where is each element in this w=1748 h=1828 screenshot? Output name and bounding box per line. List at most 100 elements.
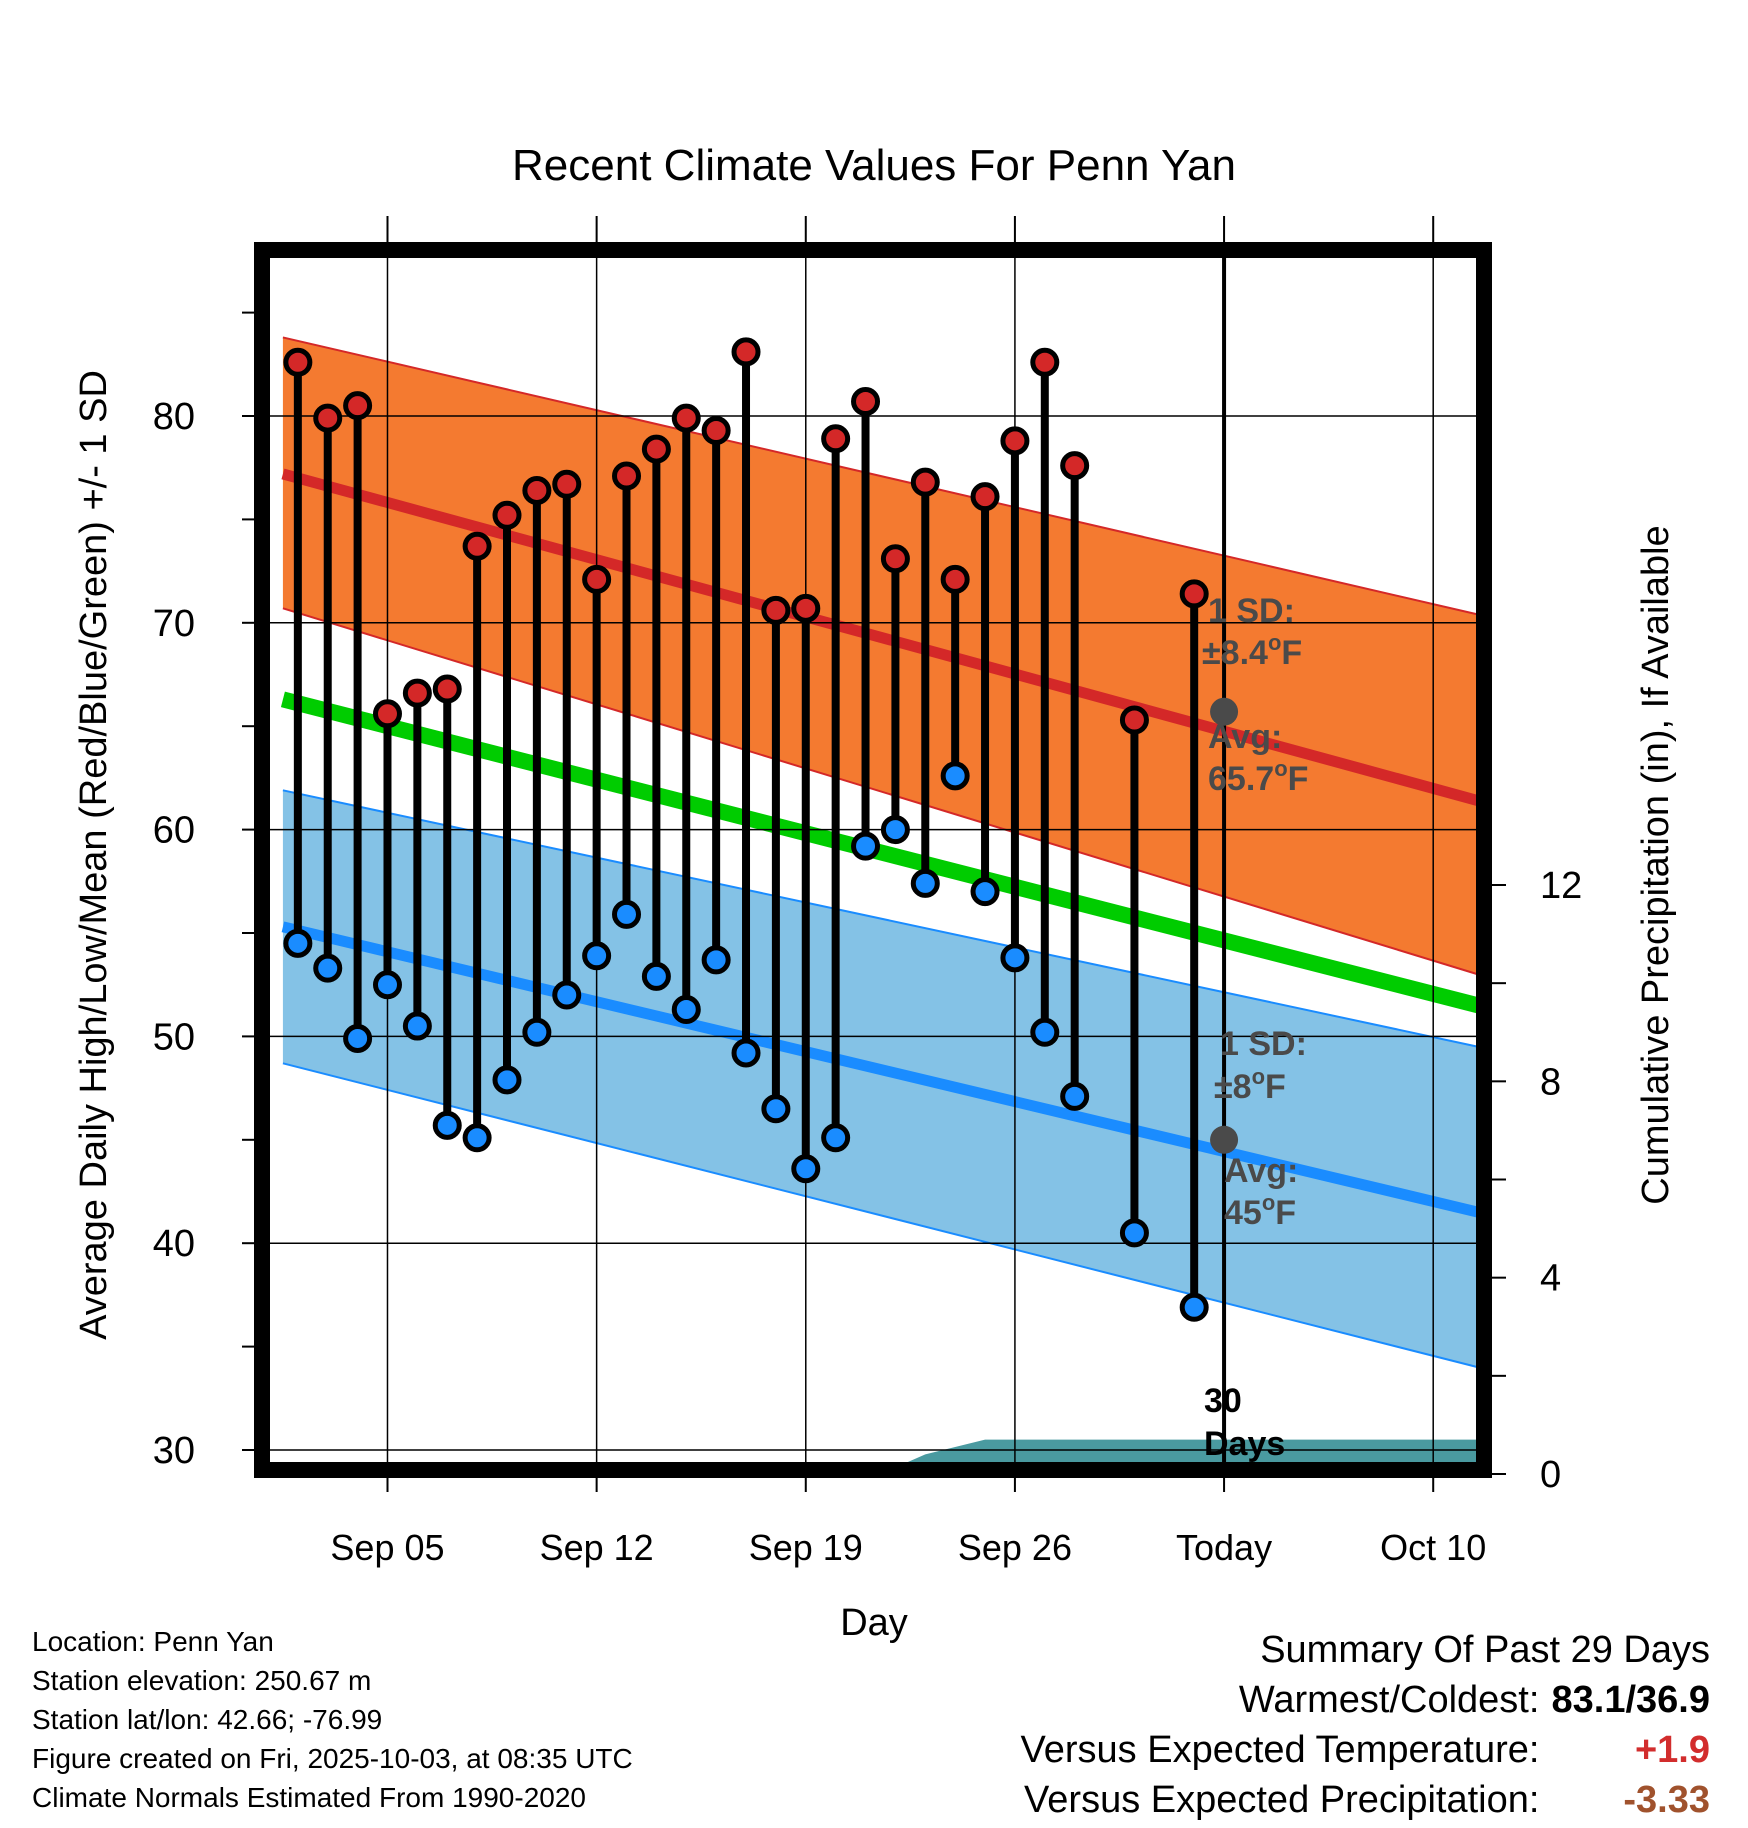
y-tick-label: 70 (153, 603, 195, 645)
low-point (970, 877, 1000, 907)
high-point (462, 531, 492, 561)
low-point (731, 1038, 761, 1068)
low-point (1060, 1081, 1090, 1111)
y2-axis-title: Cumulative Precipitation (in), If Availa… (1635, 525, 1677, 1204)
x-axis-title: Day (840, 1602, 908, 1644)
summary-temp: Versus Expected Temperature: +1.9 (1021, 1725, 1710, 1775)
low-point (791, 1154, 821, 1184)
low-sd-value: ±8oF (1214, 1064, 1286, 1106)
high-point (701, 415, 731, 445)
low-point (582, 941, 612, 971)
elevation-text: Station elevation: 250.67 m (32, 1665, 372, 1696)
y-axis-title: Average Daily High/Low/Mean (Red/Blue/Gr… (73, 370, 115, 1340)
normal-high-line (281, 468, 1480, 806)
high-point (522, 475, 552, 505)
today-days-word: Days (1204, 1425, 1285, 1463)
low-point (612, 899, 642, 929)
summary-heading: Summary Of Past 29 Days (1260, 1629, 1710, 1671)
x-tick-label: Sep 19 (749, 1527, 863, 1568)
high-point (492, 500, 522, 530)
y-tick-label: 50 (153, 1016, 195, 1058)
low-sd-band-upper-edge (282, 789, 1479, 1048)
low-point (880, 815, 910, 845)
low-point (552, 980, 582, 1010)
y2-tick-label: 4 (1540, 1258, 1561, 1300)
high-sd-band-lower-edge (282, 607, 1479, 976)
precip-label: Versus Expected Precipitation: (1024, 1779, 1540, 1821)
normals-text: Climate Normals Estimated From 1990-2020 (32, 1782, 586, 1813)
low-point (641, 961, 671, 991)
low-point (910, 868, 940, 898)
low-avg-label: Avg: (1224, 1152, 1298, 1190)
location-text: Location: Penn Yan (32, 1626, 274, 1657)
high-point (402, 678, 432, 708)
x-tick-label: Sep 12 (540, 1527, 654, 1568)
high-point (1030, 347, 1060, 377)
low-point (372, 970, 402, 1000)
low-point (1000, 943, 1030, 973)
axes: 30 40 50 60 70 80 0 4 8 12 Sep 05 Sep 12 Sep 19 Sep 2… (153, 216, 1582, 1568)
warm-cold-value: 83.1/36.9 (1551, 1679, 1710, 1721)
low-point (462, 1123, 492, 1153)
high-point (1179, 579, 1209, 609)
high-point (1000, 426, 1030, 456)
latlon-text: Station lat/lon: 42.66; -76.99 (32, 1704, 383, 1735)
low-sd-band-lower-edge (282, 1062, 1479, 1369)
high-avg-point (1210, 697, 1239, 726)
temp-value: +1.9 (1634, 1729, 1710, 1771)
low-point (492, 1065, 522, 1095)
x-tick-label: Sep 26 (958, 1527, 1072, 1568)
high-avg-value: 65.7oF (1208, 756, 1308, 798)
low-point (283, 928, 313, 958)
y-tick-label: 60 (153, 810, 195, 852)
high-sd-value: ±8.4oF (1202, 630, 1302, 672)
plot-area (280, 336, 1481, 1470)
low-point (432, 1110, 462, 1140)
high-sd-band (282, 337, 1479, 975)
high-point (313, 403, 343, 433)
low-point (761, 1094, 791, 1124)
plot-frame (254, 242, 1492, 1478)
high-point (343, 391, 373, 421)
low-point (851, 831, 881, 861)
x-tick-label: Today (1176, 1527, 1272, 1568)
low-avg-point (1210, 1125, 1239, 1154)
high-point (432, 674, 462, 704)
high-point (880, 544, 910, 574)
x-tick-label: Sep 05 (330, 1527, 444, 1568)
high-point (283, 347, 313, 377)
summary-panel: Summary Of Past 29 Days Warmest/Coldest:… (1021, 1625, 1710, 1825)
low-point (313, 953, 343, 983)
low-point (402, 1011, 432, 1041)
high-sd-band-upper-edge (282, 336, 1479, 616)
station-info: Location: Penn Yan Station elevation: 25… (32, 1622, 633, 1817)
y-tick-label: 30 (153, 1430, 195, 1472)
high-sd-label: 1 SD: (1208, 592, 1295, 630)
created-text: Figure created on Fri, 2025-10-03, at 08… (32, 1743, 633, 1774)
chart-title: Recent Climate Values For Penn Yan (512, 141, 1236, 190)
high-point (821, 424, 851, 454)
today-days-number: 30 (1204, 1382, 1242, 1420)
low-point (522, 1017, 552, 1047)
low-point (1179, 1292, 1209, 1322)
high-point (1119, 705, 1149, 735)
low-point (821, 1123, 851, 1153)
low-avg-value: 45oF (1224, 1190, 1296, 1232)
summary-warm-cold: Warmest/Coldest: 83.1/36.9 (1021, 1675, 1710, 1725)
normal-mean-line (280, 691, 1481, 1014)
precip-value: -3.33 (1623, 1779, 1710, 1821)
low-sd-band (282, 790, 1479, 1368)
high-avg-label: Avg: (1208, 718, 1282, 756)
summary-precip: Versus Expected Precipitation: -3.33 (1021, 1775, 1710, 1825)
high-point (940, 564, 970, 594)
data-marks (283, 337, 1209, 1322)
high-point (791, 593, 821, 623)
high-point (970, 482, 1000, 512)
low-point (671, 995, 701, 1025)
low-point (1119, 1218, 1149, 1248)
low-sd-label: 1 SD: (1220, 1025, 1307, 1063)
y2-tick-label: 0 (1540, 1454, 1561, 1496)
high-point (671, 403, 701, 433)
